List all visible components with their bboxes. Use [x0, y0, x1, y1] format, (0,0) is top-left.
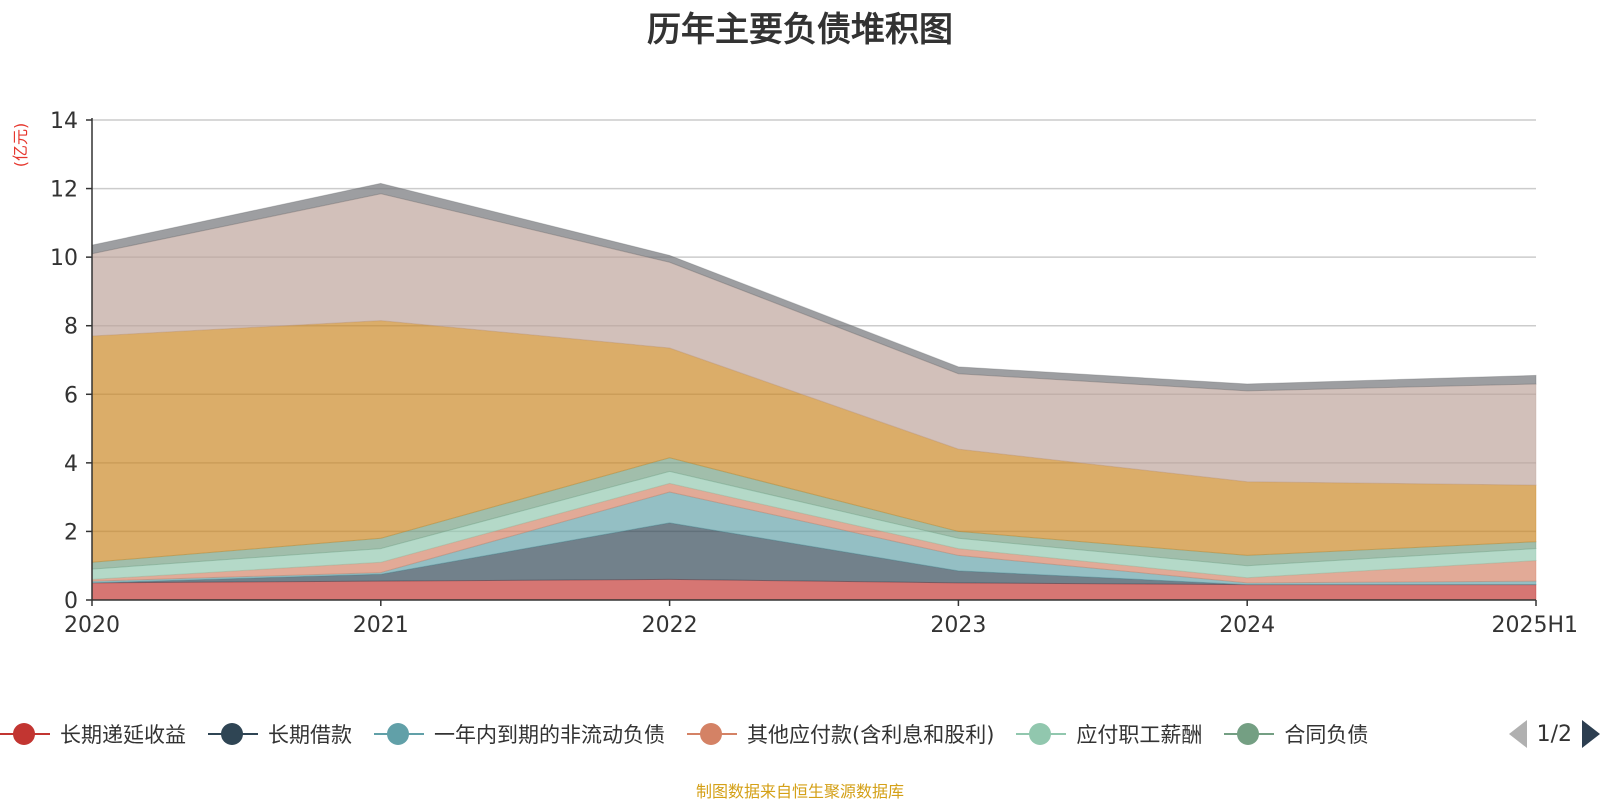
y-tick-label: 14 [50, 109, 78, 134]
area-series-4[interactable] [91, 470, 1537, 580]
legend-item[interactable]: 长期借款 [208, 719, 352, 749]
legend-pager: 1/2 [1490, 712, 1600, 756]
x-tick-label: 2021 [353, 613, 409, 638]
legend-marker-icon [1224, 722, 1275, 746]
legend-marker-icon [374, 722, 424, 746]
legend-item[interactable]: 一年内到期的非流动负债 [374, 719, 665, 749]
area-series-8[interactable] [91, 182, 1537, 392]
x-tick-label: 2025H1 [1491, 613, 1578, 638]
legend-marker-icon [1016, 722, 1067, 746]
legend-item[interactable]: 长期递延收益 [0, 719, 186, 749]
legend-label: 应付职工薪酬 [1076, 723, 1203, 747]
legend-prev-icon[interactable] [1508, 720, 1527, 748]
x-tick-label: 2023 [930, 613, 986, 638]
data-source-note: 制图数据来自恒生聚源数据库 [695, 782, 904, 801]
legend-next-icon[interactable] [1582, 720, 1600, 748]
legend: 长期递延收益 长期借款 一年内到期的非流动负债 其他应付款(含利息和股利) 应付职工薪酬… [0, 712, 1600, 756]
area-series-7[interactable] [91, 193, 1537, 486]
legend-label: 其他应付款(含利息和股利) [747, 723, 995, 747]
x-tick-label: 2024 [1219, 613, 1275, 638]
y-axis-label: (亿元) [11, 123, 30, 168]
y-tick-label: 8 [64, 315, 78, 340]
area-series [91, 182, 1537, 601]
legend-label: 合同负债 [1284, 723, 1369, 747]
y-tick-label: 6 [64, 383, 78, 408]
chart-title: 历年主要负债堆积图 [647, 10, 953, 50]
legend-item[interactable]: 其他应付款(含利息和股利) [687, 719, 994, 749]
y-tick-label: 2 [64, 520, 78, 545]
legend-page-indicator: 1/2 [1536, 721, 1572, 747]
legend-label: 一年内到期的非流动负债 [434, 723, 665, 747]
area-series-1[interactable] [91, 522, 1536, 586]
legend-item[interactable]: 合同负债 [1224, 719, 1368, 749]
legend-label: 长期借款 [268, 723, 352, 747]
y-tick-label: 4 [64, 452, 78, 477]
y-tick-label: 10 [50, 246, 78, 271]
y-tick-label: 12 [50, 178, 78, 203]
y-tick-label: 0 [64, 589, 78, 614]
legend-item[interactable]: 应付职工薪酬 [1016, 719, 1202, 749]
legend-marker-icon [687, 722, 737, 746]
legend-label: 长期递延收益 [60, 723, 186, 747]
area-series-3[interactable] [91, 482, 1537, 584]
x-tick-label: 2020 [64, 613, 120, 638]
axes: 0 2 4 6 8 10 12 14 2020 2021 2022 2023 2024 2025H1 [50, 109, 1578, 638]
x-tick-label: 2022 [642, 613, 698, 638]
legend-marker-icon [208, 722, 258, 746]
legend-marker-icon [0, 722, 50, 746]
